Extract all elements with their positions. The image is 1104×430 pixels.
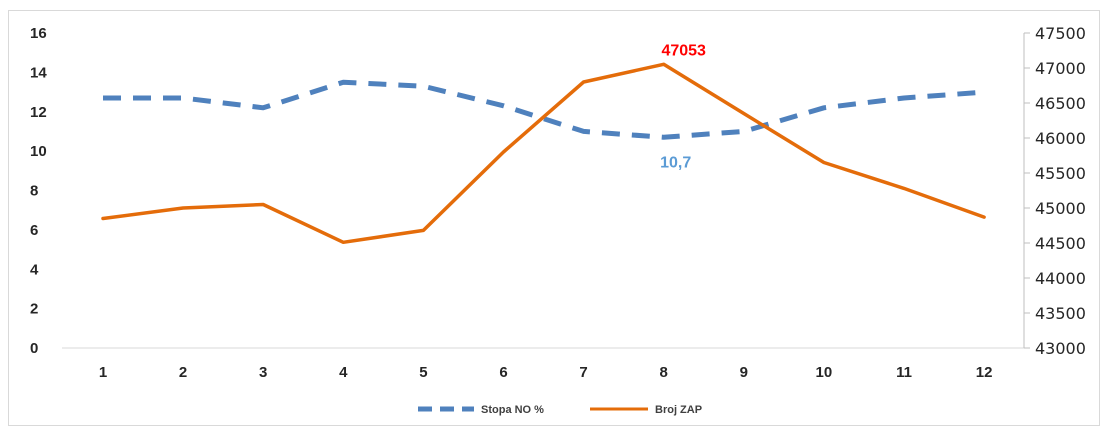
- left-tick-label: 14: [30, 64, 47, 81]
- annotation-layer: 47053 10,7: [660, 42, 706, 171]
- left-tick-label: 4: [30, 261, 39, 278]
- chart-frame: [8, 10, 1100, 426]
- right-tick-label: 47000: [1035, 59, 1086, 78]
- annotation-max-broj-zap: 47053: [661, 42, 706, 59]
- annotation-min-stopa-no: 10,7: [660, 154, 691, 171]
- legend-label-stopa-no: Stopa NO %: [481, 404, 544, 416]
- x-tick-label: 5: [419, 364, 427, 381]
- x-tick-label: 6: [499, 364, 507, 381]
- right-tick-label: 43000: [1035, 339, 1086, 358]
- left-tick-label: 12: [30, 104, 47, 121]
- right-tick-label: 47500: [1035, 24, 1086, 43]
- left-tick-label: 6: [30, 222, 38, 239]
- left-tick-label: 0: [30, 340, 38, 357]
- series-line-broj-zap: [101, 62, 986, 245]
- right-tick-label: 44000: [1035, 269, 1086, 288]
- series-layer: [101, 62, 986, 245]
- x-tick-label: 11: [896, 364, 912, 381]
- left-axis-ticks: 0 2 4 6 8 10 12 14 16: [30, 25, 47, 357]
- left-tick-label: 10: [30, 143, 47, 160]
- x-tick-label: 7: [579, 364, 587, 381]
- x-tick-label: 1: [99, 364, 107, 381]
- x-tick-label: 8: [660, 364, 668, 381]
- left-tick-label: 16: [30, 25, 47, 42]
- x-tick-label: 12: [976, 364, 993, 381]
- x-tick-label: 3: [259, 364, 267, 381]
- x-tick-label: 4: [339, 364, 348, 381]
- x-tick-label: 10: [816, 364, 833, 381]
- left-tick-label: 2: [30, 301, 38, 318]
- x-tick-label: 9: [740, 364, 748, 381]
- right-tick-label: 45000: [1035, 199, 1086, 218]
- x-axis-ticks: 1 2 3 4 5 6 7 8 9 10 11 12: [99, 364, 993, 381]
- chart-axes: [62, 33, 1025, 349]
- right-axis-ticks: 43000 43500 44000 44500 45000 45500 46000 46500…: [1024, 24, 1086, 358]
- right-tick-label: 44500: [1035, 234, 1086, 253]
- right-tick-label: 46000: [1035, 129, 1086, 148]
- legend-label-broj-zap: Broj ZAP: [655, 404, 702, 416]
- x-tick-label: 2: [179, 364, 187, 381]
- right-tick-label: 43500: [1035, 304, 1086, 323]
- right-tick-label: 45500: [1035, 164, 1086, 183]
- right-tick-label: 46500: [1035, 94, 1086, 113]
- left-tick-label: 8: [30, 183, 38, 200]
- legend: Stopa NO % Broj ZAP: [418, 404, 702, 416]
- series-line-stopa-no: [103, 79, 985, 140]
